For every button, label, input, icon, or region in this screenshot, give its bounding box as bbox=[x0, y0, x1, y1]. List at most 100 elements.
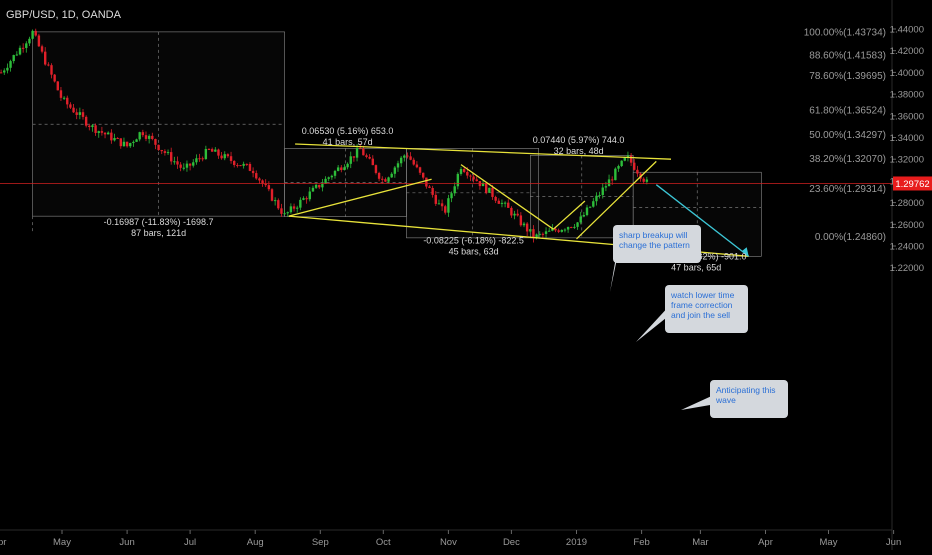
candle-up bbox=[500, 202, 504, 204]
candle-down bbox=[0, 72, 3, 74]
candle-up bbox=[132, 141, 135, 144]
candle-down bbox=[318, 184, 321, 188]
candle-up bbox=[185, 163, 189, 168]
callout-pointer bbox=[636, 304, 671, 342]
candle-up bbox=[390, 173, 393, 178]
candle-up bbox=[582, 215, 586, 217]
time-tick-label: Feb bbox=[633, 537, 649, 548]
price-tick-label: 1.32000 bbox=[890, 155, 924, 166]
candle-down bbox=[201, 158, 204, 160]
candle-up bbox=[308, 191, 311, 200]
candle-up bbox=[601, 187, 604, 196]
candle-up bbox=[327, 177, 330, 179]
candle-up bbox=[107, 132, 110, 135]
candle-up bbox=[645, 179, 649, 182]
candle-down bbox=[377, 172, 381, 179]
candle-up bbox=[623, 157, 626, 161]
candle-up bbox=[579, 216, 582, 223]
candle-down bbox=[236, 165, 239, 167]
candle-up bbox=[598, 195, 601, 197]
candle-down bbox=[440, 203, 444, 207]
candle-down bbox=[157, 144, 160, 151]
candle-down bbox=[422, 172, 425, 178]
candle-down bbox=[352, 156, 356, 158]
callout-pointer bbox=[681, 394, 716, 410]
candle-down bbox=[434, 194, 437, 204]
candle-down bbox=[491, 187, 494, 197]
candle-down bbox=[277, 200, 280, 209]
measurement-label-span: 32 bars, 48d bbox=[554, 146, 604, 156]
candle-up bbox=[387, 177, 390, 182]
candle-down bbox=[255, 173, 258, 179]
current-price-label: 1.29762 bbox=[895, 179, 929, 190]
candle-up bbox=[355, 148, 359, 158]
candle-down bbox=[485, 183, 488, 193]
candle-up bbox=[15, 54, 19, 56]
candle-up bbox=[573, 226, 576, 228]
candle-down bbox=[444, 206, 447, 213]
candle-down bbox=[507, 202, 510, 208]
price-tick-label: 1.26000 bbox=[890, 220, 924, 231]
candle-down bbox=[557, 230, 560, 232]
trendline-leg-1 bbox=[288, 178, 432, 217]
candle-down bbox=[371, 158, 374, 166]
candle-up bbox=[91, 125, 94, 128]
candle-down bbox=[633, 162, 636, 170]
trendline-leg-3 bbox=[552, 200, 586, 230]
candle-up bbox=[333, 170, 337, 176]
candle-up bbox=[592, 201, 595, 207]
fib-level-label: 38.20%(1.32070) bbox=[809, 154, 886, 165]
candle-down bbox=[494, 196, 497, 201]
candle-up bbox=[129, 143, 132, 147]
candle-down bbox=[144, 135, 148, 139]
price-tick-label: 1.44000 bbox=[890, 25, 924, 36]
candle-up bbox=[28, 38, 31, 44]
candle-down bbox=[170, 152, 173, 162]
candle-down bbox=[406, 155, 409, 157]
candle-down bbox=[292, 206, 296, 209]
candle-down bbox=[44, 51, 47, 65]
candle-up bbox=[214, 149, 217, 152]
measurement-label-span: 87 bars, 121d bbox=[131, 228, 186, 238]
candle-up bbox=[324, 178, 327, 184]
candle-down bbox=[66, 97, 69, 105]
measurement-label-span: 45 bars, 63d bbox=[449, 246, 499, 256]
callout-text-line: frame correction bbox=[671, 300, 733, 310]
candle-up bbox=[314, 184, 318, 188]
trendline-leg-2 bbox=[460, 164, 554, 230]
candle-up bbox=[166, 152, 170, 154]
candle-down bbox=[53, 74, 56, 82]
candle-down bbox=[418, 167, 422, 173]
price-tick-label: 1.22000 bbox=[890, 263, 924, 274]
candle-up bbox=[283, 213, 286, 215]
callout-box bbox=[613, 225, 701, 263]
candle-down bbox=[541, 233, 545, 235]
candle-down bbox=[88, 125, 91, 128]
time-tick-label: Sep bbox=[312, 537, 329, 548]
candle-up bbox=[399, 157, 403, 164]
candle-down bbox=[198, 158, 201, 160]
candle-down bbox=[103, 132, 107, 135]
candle-up bbox=[173, 161, 176, 163]
candle-up bbox=[538, 233, 541, 235]
candle-down bbox=[94, 125, 97, 133]
candle-up bbox=[289, 206, 293, 213]
candle-up bbox=[302, 198, 305, 200]
candle-up bbox=[535, 234, 538, 238]
fib-level-label: 78.60%(1.39695) bbox=[809, 71, 886, 82]
candle-down bbox=[431, 187, 434, 195]
candle-down bbox=[525, 223, 529, 232]
candle-up bbox=[349, 156, 352, 164]
candle-down bbox=[519, 215, 523, 226]
candle-up bbox=[563, 229, 567, 231]
candle-down bbox=[629, 155, 633, 163]
candle-down bbox=[305, 198, 308, 200]
fib-level-label: 23.60%(1.29314) bbox=[809, 184, 886, 195]
symbol-title: GBP/USD, 1D, OANDA bbox=[6, 9, 121, 21]
candle-down bbox=[69, 104, 72, 108]
candle-down bbox=[81, 112, 85, 117]
